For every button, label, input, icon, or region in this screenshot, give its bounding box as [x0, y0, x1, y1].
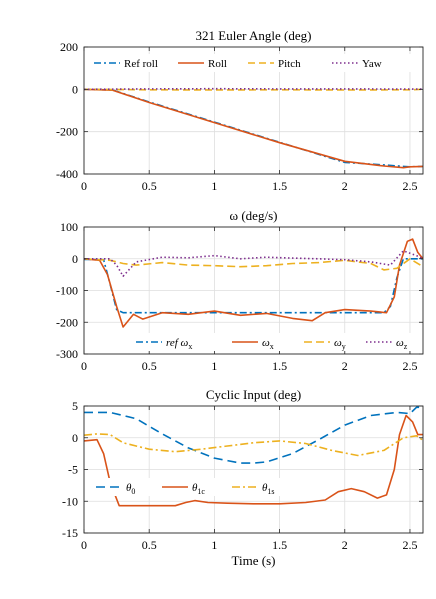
y-tick-label: -15: [62, 526, 78, 540]
y-tick-label: 0: [72, 82, 78, 96]
legend-label-4: Yaw: [362, 58, 382, 70]
legend-label-2: Roll: [208, 58, 227, 70]
legend-label-4: ωz: [396, 337, 408, 351]
series-line-1: [84, 406, 423, 464]
series-line-4: [84, 87, 423, 91]
chart-title: 321 Euler Angle (deg): [196, 28, 312, 43]
x-tick-label: 0: [81, 179, 87, 193]
legend-label-1: ref ωx: [166, 337, 192, 351]
x-tick-label: 0: [81, 538, 87, 552]
x-tick-label: 2.5: [402, 538, 417, 552]
series-line-3: [84, 258, 423, 271]
y-tick-label: -200: [56, 125, 78, 139]
series-line-2: [84, 238, 423, 328]
legend-box: [92, 478, 292, 496]
x-tick-label: 1.5: [272, 179, 287, 193]
chart-title: Cyclic Input (deg): [206, 387, 301, 402]
legend: θ0 θ1c θ1s: [92, 478, 292, 496]
series-line-3: [84, 433, 423, 457]
legend-label-3: θ1s: [262, 482, 275, 496]
legend-label-2: θ1c: [192, 482, 205, 496]
y-tick-label: 0: [72, 431, 78, 445]
legend-label-3: Pitch: [278, 58, 301, 70]
chart-panel-2: 0 0.5 1 1.5 2 2.5 -300 -200 -100 0 100 ω (deg/s) ref…: [56, 208, 424, 373]
y-tick-label: -5: [68, 463, 78, 477]
x-tick-label: 1: [211, 359, 217, 373]
y-tick-label: 5: [72, 399, 78, 413]
chart-panel-3: 0 0.5 1 1.5 2 2.5 -15 -10 -5 0 5 Cyclic Input (deg)…: [62, 387, 424, 568]
x-tick-label: 1: [211, 179, 217, 193]
series-line-4: [84, 250, 423, 277]
x-tick-label: 1.5: [272, 538, 287, 552]
legend-label-1: θ0: [126, 482, 135, 496]
axes-frame: [83, 46, 424, 175]
y-tick-label: -200: [56, 315, 78, 329]
y-tick-label: -300: [56, 347, 78, 361]
legend-label-3: ωy: [334, 337, 346, 351]
x-tick-label: 0.5: [142, 179, 157, 193]
chart-panel-1: 0 0.5 1 1.5 2 2.5 -400 -200 0 200 321 Euler Angle …: [56, 28, 424, 193]
y-tick-label: -10: [62, 494, 78, 508]
x-tick-label: 2.5: [402, 359, 417, 373]
chart-title: ω (deg/s): [230, 208, 278, 223]
x-tick-label: 0.5: [142, 538, 157, 552]
legend: Ref roll Roll Pitch Yaw: [90, 54, 415, 72]
y-tick-label: 200: [60, 40, 78, 54]
legend: ref ωx ωx ωy ωz: [132, 333, 418, 351]
y-tick-label: -100: [56, 284, 78, 298]
y-tick-label: 100: [60, 220, 78, 234]
x-tick-label: 2.5: [402, 179, 417, 193]
y-tick-label: -400: [56, 167, 78, 181]
legend-box: [132, 333, 418, 351]
y-tick-label: 0: [72, 252, 78, 266]
x-tick-label: 2: [342, 179, 348, 193]
x-tick-label: 1.5: [272, 359, 287, 373]
x-tick-label: 2: [342, 538, 348, 552]
x-tick-label: 2: [342, 359, 348, 373]
x-axis-label: Time (s): [232, 553, 276, 568]
legend-label-2: ωx: [262, 337, 274, 351]
x-tick-label: 0: [81, 359, 87, 373]
legend-label-1: Ref roll: [124, 58, 158, 70]
x-tick-label: 1: [211, 538, 217, 552]
x-tick-label: 0.5: [142, 359, 157, 373]
series-line-2: [84, 88, 423, 169]
